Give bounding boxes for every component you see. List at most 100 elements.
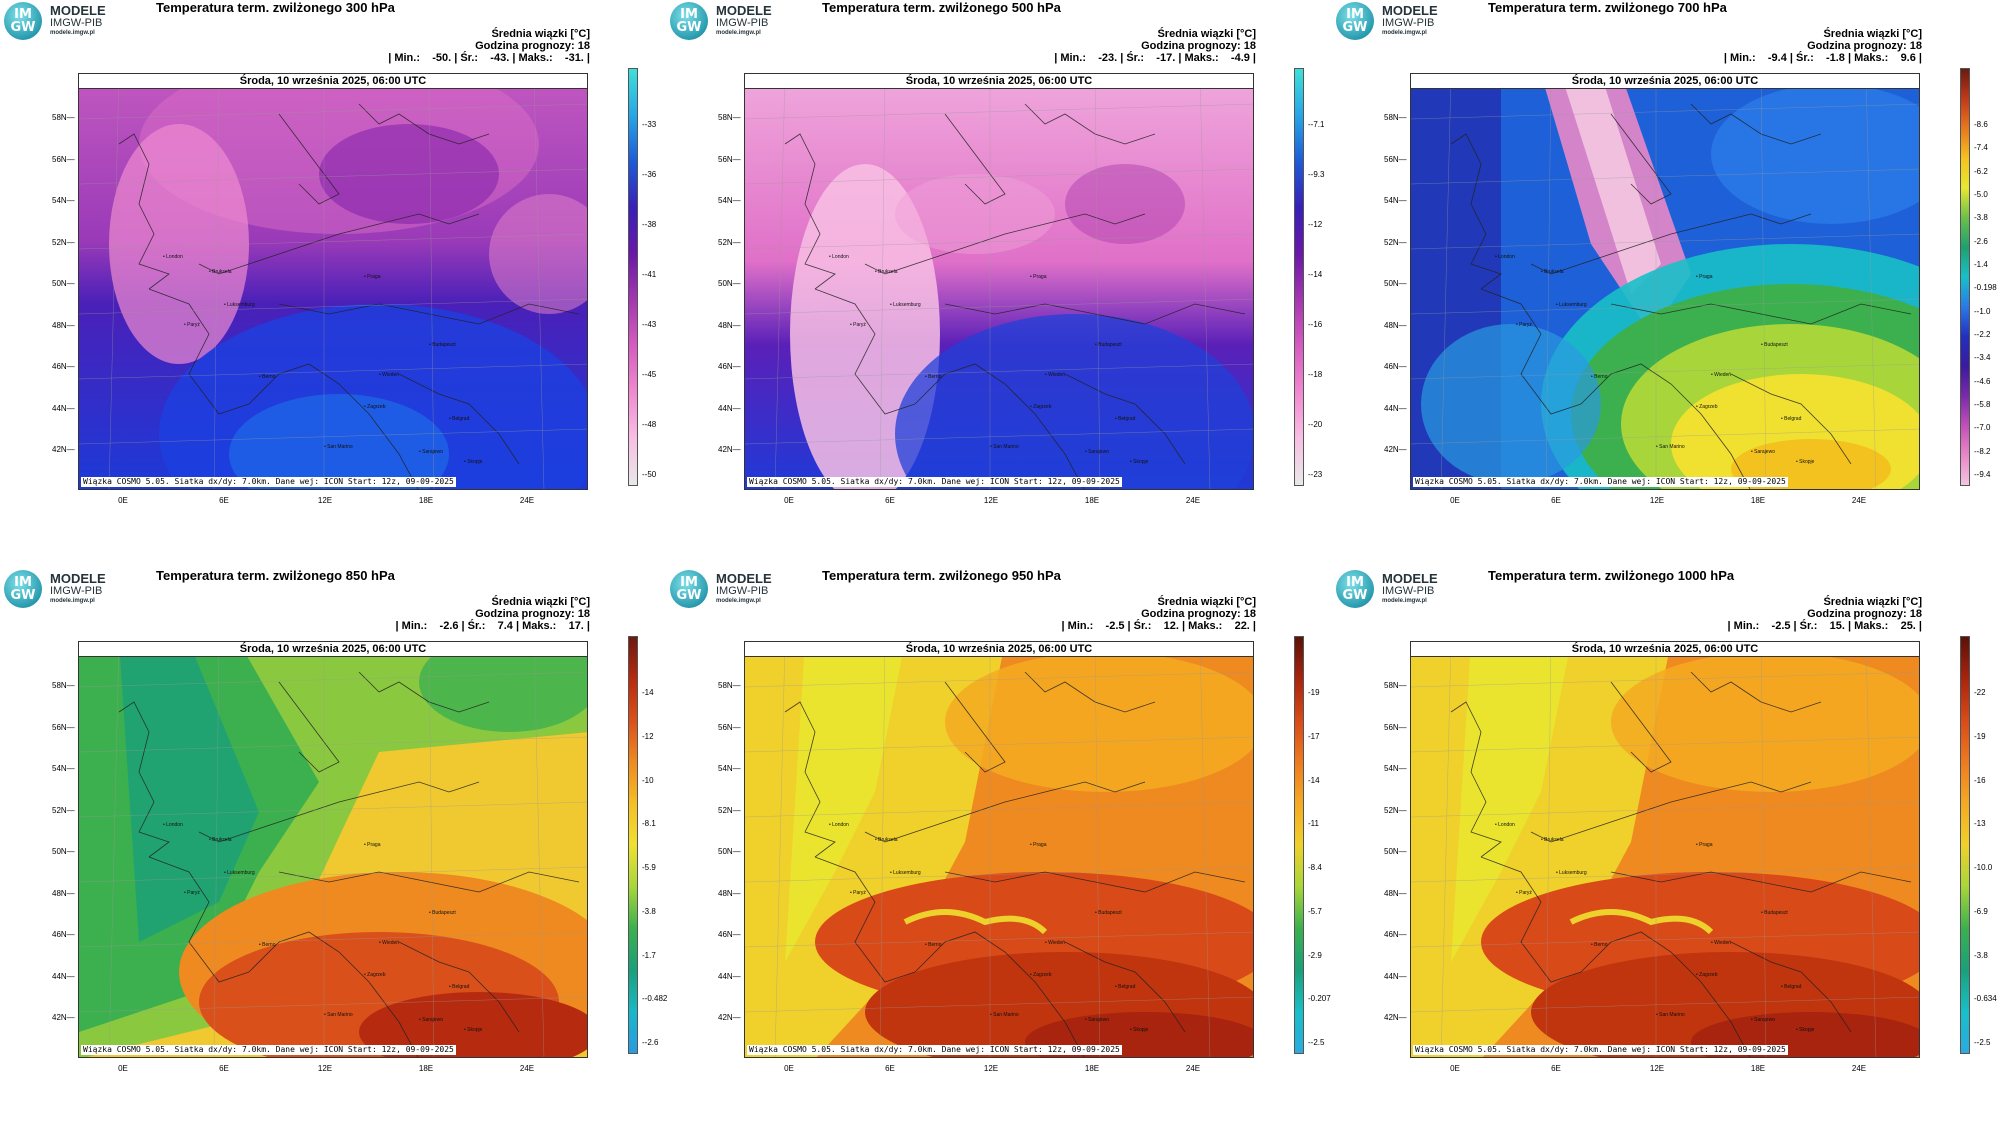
city-label: • London (163, 254, 183, 260)
city-label: • Wiedeń (1711, 372, 1732, 378)
latitude-label: 58N— (52, 681, 75, 690)
city-label: • Bruksela (1541, 269, 1564, 275)
colorbar (1294, 68, 1304, 486)
longitude-label: 0E (784, 496, 794, 505)
panel-stats: Średnia wiązki [°C] Godzina prognozy: 18… (1054, 28, 1256, 64)
colorbar-tick-label: --2.2 (1974, 330, 1991, 339)
imgw-logo: IM GW MODELE IMGW-PIB modele.imgw.pl (4, 0, 124, 44)
colorbar-tick-label: --48 (642, 420, 657, 429)
forecast-panel: IM GW MODELE IMGW-PIB modele.imgw.pl Temp… (0, 0, 666, 568)
logo-name: MODELE (50, 571, 106, 586)
city-label: • Skopje (1130, 459, 1149, 465)
city-label: • Luksemburg (1556, 870, 1587, 876)
longitude-label: 0E (118, 1064, 128, 1073)
city-label: • Wiedeń (379, 372, 400, 378)
colorbar-tick-label: --5.8 (1974, 400, 1991, 409)
city-label: • Berno (1591, 942, 1608, 948)
colorbar-tick-label: -5.9 (642, 863, 656, 872)
city-label: • Budapeszt (1095, 910, 1122, 916)
colorbar-tick-label: --14 (1308, 270, 1323, 279)
city-label: • Skopje (464, 459, 483, 465)
stats-values: | Min.: -2.6 | Śr.: 7.4 | Maks.: 17. | (395, 620, 590, 632)
colorbar-tick-label: --2.6 (642, 1038, 659, 1047)
colorbar-tick-label: -1.4 (1974, 260, 1988, 269)
forecast-hour: Godzina prognozy: 18 (1141, 40, 1256, 52)
stats-header: Średnia wiązki [°C] (1157, 28, 1256, 40)
colorbar-tick-label: --50 (642, 470, 657, 479)
logo-subtitle: IMGW-PIB (716, 17, 769, 29)
latitude-label: 46N— (1384, 930, 1407, 939)
colorbar-tick-label: -17 (1308, 731, 1320, 741)
logo-subtitle: IMGW-PIB (716, 585, 769, 597)
colorbar-tick-label: -3.8 (1974, 950, 1988, 960)
colorbar-tick-label: -3.8 (1974, 213, 1988, 223)
map-date-header: Środa, 10 września 2025, 06:00 UTC (79, 642, 587, 657)
latitude-label: 44N— (718, 403, 741, 413)
longitude-label: 24E (1851, 496, 1867, 505)
map-area: • London • Bruksela • Luksemburg • Paryż • P… (744, 641, 1254, 1058)
city-label: • London (1495, 822, 1515, 828)
city-label: • Sarajewo (419, 449, 443, 455)
longitude-label: 6E (1551, 1064, 1561, 1073)
forecast-hour: Godzina prognozy: 18 (475, 608, 590, 620)
map-footer: Wiązka COSMO 5.05. Siatka dx/dy: 7.0km. … (81, 477, 456, 487)
city-label: • Luksemburg (224, 870, 255, 876)
map-date-header: Środa, 10 września 2025, 06:00 UTC (745, 642, 1253, 657)
colorbar-tick-label: --18 (1308, 370, 1323, 379)
colorbar (628, 68, 638, 486)
colorbar-tick-label: --2.5 (1974, 1038, 1991, 1047)
city-label: • Paryż (184, 890, 200, 896)
colorbar-tick-label: -10.0 (1974, 863, 1993, 872)
city-label: • Berno (925, 942, 942, 948)
forecast-hour: Godzina prognozy: 18 (1141, 608, 1256, 620)
colorbar-tick-label: -14 (642, 688, 654, 697)
city-label: • Bruksela (875, 837, 898, 843)
latitude-label: 44N— (52, 403, 75, 413)
map-date-header: Środa, 10 września 2025, 06:00 UTC (1411, 74, 1919, 89)
city-label: • Zagrzeb (1030, 972, 1052, 978)
stats-header: Średnia wiązki [°C] (1157, 596, 1256, 608)
latitude-label: 44N— (52, 971, 75, 981)
latitude-label: 48N— (52, 320, 75, 330)
map-footer: Wiązka COSMO 5.05. Siatka dx/dy: 7.0km. … (81, 1045, 456, 1055)
colorbar-tick-label: --33 (642, 120, 657, 129)
city-label: • London (829, 254, 849, 260)
city-label: • Skopje (1796, 1027, 1815, 1033)
stats-values: | Min.: -2.5 | Śr.: 12. | Maks.: 22. | (1061, 620, 1256, 632)
colorbar-tick-label: -2.6 (1974, 236, 1988, 246)
city-label: • Zagrzeb (1030, 404, 1052, 410)
city-label: • Belgrad (1781, 984, 1802, 990)
imgw-logo: IM GW MODELE IMGW-PIB modele.imgw.pl (1336, 568, 1456, 612)
latitude-label: 58N— (718, 681, 741, 690)
logo-url: modele.imgw.pl (716, 598, 761, 604)
colorbar-tick-label: -5.7 (1308, 906, 1322, 916)
longitude-label: 24E (1185, 1064, 1201, 1073)
colorbar (1960, 68, 1970, 486)
logo-name: MODELE (1382, 571, 1438, 586)
map-date-header: Środa, 10 września 2025, 06:00 UTC (1411, 642, 1919, 657)
city-label: • San Marino (1656, 444, 1685, 450)
panel-title: Temperatura term. zwilżonego 850 hPa (156, 568, 395, 583)
map-area: • London • Bruksela • Luksemburg • Paryż • P… (1410, 73, 1920, 490)
colorbar-tick-label: -12 (642, 731, 654, 741)
longitude-label: 6E (885, 1064, 895, 1073)
imgw-logo: IM GW MODELE IMGW-PIB modele.imgw.pl (1336, 0, 1456, 44)
city-label: • Skopje (464, 1027, 483, 1033)
colorbar-tick-label: --43 (642, 320, 657, 329)
logo-name: MODELE (50, 3, 106, 18)
latitude-label: 50N— (52, 847, 75, 856)
stats-values: | Min.: -50. | Śr.: -43. | Maks.: -31. | (388, 52, 590, 64)
latitude-label: 50N— (718, 847, 741, 856)
colorbar-tick-label: -6.2 (1974, 166, 1988, 176)
city-label: • Bruksela (209, 837, 232, 843)
temperature-field (79, 74, 587, 489)
city-label: • Berno (1591, 374, 1608, 380)
longitude-label: 12E (1649, 1064, 1665, 1073)
city-label: • Budapeszt (1095, 342, 1122, 348)
panel-title: Temperatura term. zwilżonego 1000 hPa (1488, 568, 1735, 583)
city-label: • San Marino (990, 444, 1019, 450)
colorbar-tick-label: -13 (1974, 819, 1986, 829)
latitude-label: 54N— (718, 764, 741, 773)
imgw-logo: IM GW MODELE IMGW-PIB modele.imgw.pl (670, 0, 790, 44)
city-label: • Zagrzeb (1696, 972, 1718, 978)
